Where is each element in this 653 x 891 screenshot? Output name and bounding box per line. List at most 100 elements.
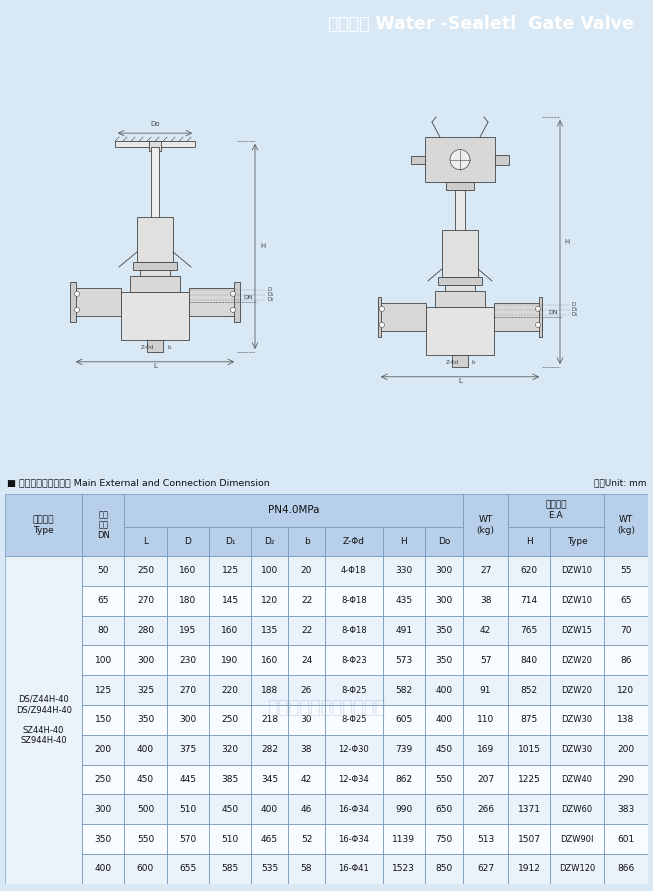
Bar: [383, 675, 425, 705]
Bar: [464, 735, 508, 764]
Bar: [288, 586, 325, 616]
Text: D₂: D₂: [264, 537, 275, 546]
Bar: [508, 556, 550, 586]
Text: 550: 550: [137, 835, 154, 844]
Bar: [251, 764, 288, 795]
Text: 990: 990: [395, 805, 413, 813]
Bar: [383, 795, 425, 824]
Bar: [115, 141, 195, 147]
Text: 450: 450: [137, 775, 154, 784]
Text: DZW20: DZW20: [562, 686, 592, 695]
Text: 30: 30: [301, 715, 312, 724]
Bar: [325, 556, 383, 586]
Bar: [325, 586, 383, 616]
Bar: [508, 556, 550, 586]
Bar: [383, 586, 425, 616]
Text: 330: 330: [395, 567, 413, 576]
Bar: [550, 795, 604, 824]
Bar: [425, 824, 464, 854]
Bar: [167, 675, 209, 705]
Bar: [251, 705, 288, 735]
Text: 1015: 1015: [518, 745, 541, 755]
Bar: [82, 764, 124, 795]
Text: D₁: D₁: [572, 307, 579, 313]
Bar: [383, 824, 425, 854]
Text: 135: 135: [261, 626, 278, 635]
Text: 400: 400: [436, 686, 453, 695]
Text: 16-Φ34: 16-Φ34: [338, 805, 369, 813]
Bar: [604, 556, 648, 586]
Bar: [82, 616, 124, 645]
Text: 42: 42: [301, 775, 312, 784]
Bar: [550, 616, 604, 645]
Text: 水封闸阀 Water -Sealetl  Gate Valve: 水封闸阀 Water -Sealetl Gate Valve: [328, 15, 633, 33]
Bar: [425, 645, 464, 675]
Bar: [425, 556, 464, 586]
Bar: [167, 854, 209, 884]
Text: 320: 320: [221, 745, 238, 755]
Bar: [251, 527, 288, 556]
Bar: [508, 527, 550, 556]
Text: 465: 465: [261, 835, 278, 844]
Text: 218: 218: [261, 715, 278, 724]
Text: 20: 20: [301, 567, 312, 576]
Bar: [508, 795, 550, 824]
Text: Z-Φd: Z-Φd: [343, 537, 365, 546]
Text: 38: 38: [301, 745, 312, 755]
Bar: [288, 764, 325, 795]
Text: 1225: 1225: [518, 775, 541, 784]
Bar: [446, 182, 474, 190]
Text: 100: 100: [261, 567, 278, 576]
Bar: [149, 141, 161, 151]
Text: 125: 125: [95, 686, 112, 695]
Bar: [82, 705, 124, 735]
Bar: [508, 705, 550, 735]
Text: D: D: [267, 288, 271, 292]
Text: 620: 620: [520, 567, 537, 576]
Bar: [425, 764, 464, 795]
Bar: [82, 795, 124, 824]
Text: 290: 290: [617, 775, 635, 784]
Text: WT
(kg): WT (kg): [617, 515, 635, 535]
Text: 491: 491: [395, 626, 412, 635]
Text: D₂: D₂: [267, 298, 274, 302]
Text: D₂: D₂: [572, 313, 579, 317]
Bar: [167, 645, 209, 675]
Text: 250: 250: [137, 567, 154, 576]
Bar: [124, 675, 167, 705]
Text: 601: 601: [617, 835, 635, 844]
Text: DN: DN: [548, 310, 558, 315]
Text: 12-Φ34: 12-Φ34: [338, 775, 369, 784]
Bar: [251, 616, 288, 645]
Text: 375: 375: [179, 745, 197, 755]
Bar: [167, 586, 209, 616]
Text: 650: 650: [436, 805, 453, 813]
Bar: [288, 556, 325, 586]
Text: 125: 125: [221, 567, 238, 576]
Bar: [383, 586, 425, 616]
Text: L: L: [153, 363, 157, 369]
Bar: [383, 764, 425, 795]
Bar: [82, 764, 124, 795]
Circle shape: [74, 307, 80, 313]
Bar: [604, 735, 648, 764]
Bar: [167, 854, 209, 884]
Text: 270: 270: [137, 596, 154, 605]
Bar: [325, 527, 383, 556]
Text: H: H: [526, 537, 532, 546]
Bar: [209, 854, 251, 884]
Bar: [209, 527, 251, 556]
Bar: [288, 616, 325, 645]
Bar: [455, 190, 465, 235]
Text: D: D: [184, 537, 191, 546]
Bar: [288, 705, 325, 735]
Bar: [167, 735, 209, 764]
Bar: [464, 675, 508, 705]
Bar: [508, 764, 550, 795]
Text: 58: 58: [301, 864, 312, 873]
Bar: [378, 303, 426, 331]
Bar: [124, 854, 167, 884]
Bar: [251, 645, 288, 675]
Bar: [550, 527, 604, 556]
Bar: [189, 288, 237, 316]
